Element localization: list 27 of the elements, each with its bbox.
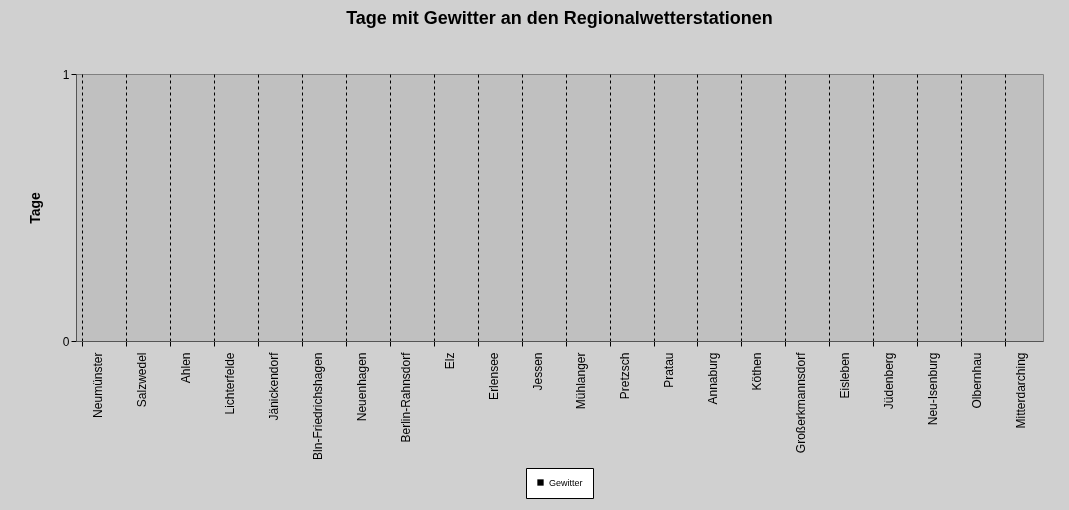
- x-tick-label: Jessen: [530, 352, 545, 391]
- x-tick-label: Neumünster: [90, 352, 105, 418]
- x-tick-label: Bln-Friedrichshagen: [310, 352, 325, 460]
- x-tick-label: Pratau: [662, 352, 677, 388]
- x-tick-label: Mitterdarching: [1014, 352, 1029, 429]
- chart-title: Tage mit Gewitter an den Regionalwetterstationen: [346, 8, 773, 28]
- x-tick-label: Jüdenberg: [882, 352, 897, 410]
- x-tick-label: Olbernhau: [970, 352, 985, 409]
- x-tick-label: Neu-Isenburg: [926, 352, 941, 426]
- y-tick-label: 0: [62, 334, 70, 349]
- x-tick-label: Jänickendorf: [266, 351, 281, 421]
- legend-label: Gewitter: [549, 477, 583, 488]
- x-tick-label: Annaburg: [706, 352, 721, 405]
- x-tick-label: Erlensee: [486, 352, 501, 400]
- x-tick-label: Salzwedel: [134, 352, 149, 408]
- x-tick-label: Köthen: [750, 352, 765, 391]
- x-tick-label: Elz: [442, 352, 457, 370]
- x-tick-label: Mühlanger: [574, 352, 589, 410]
- x-tick-label: Neuenhagen: [354, 352, 369, 422]
- x-tick-label: Berlin-Rahnsdorf: [398, 351, 413, 443]
- y-tick-label: 1: [62, 67, 70, 82]
- x-tick-label: Eisleben: [838, 352, 853, 399]
- y-axis-title: Tage: [26, 191, 43, 224]
- x-tick-label: Großerkmannsdorf: [794, 351, 809, 454]
- x-tick-label: Ahlen: [178, 352, 193, 384]
- x-tick-label: Pretzsch: [618, 352, 633, 400]
- x-tick-label: Lichterfelde: [222, 352, 237, 415]
